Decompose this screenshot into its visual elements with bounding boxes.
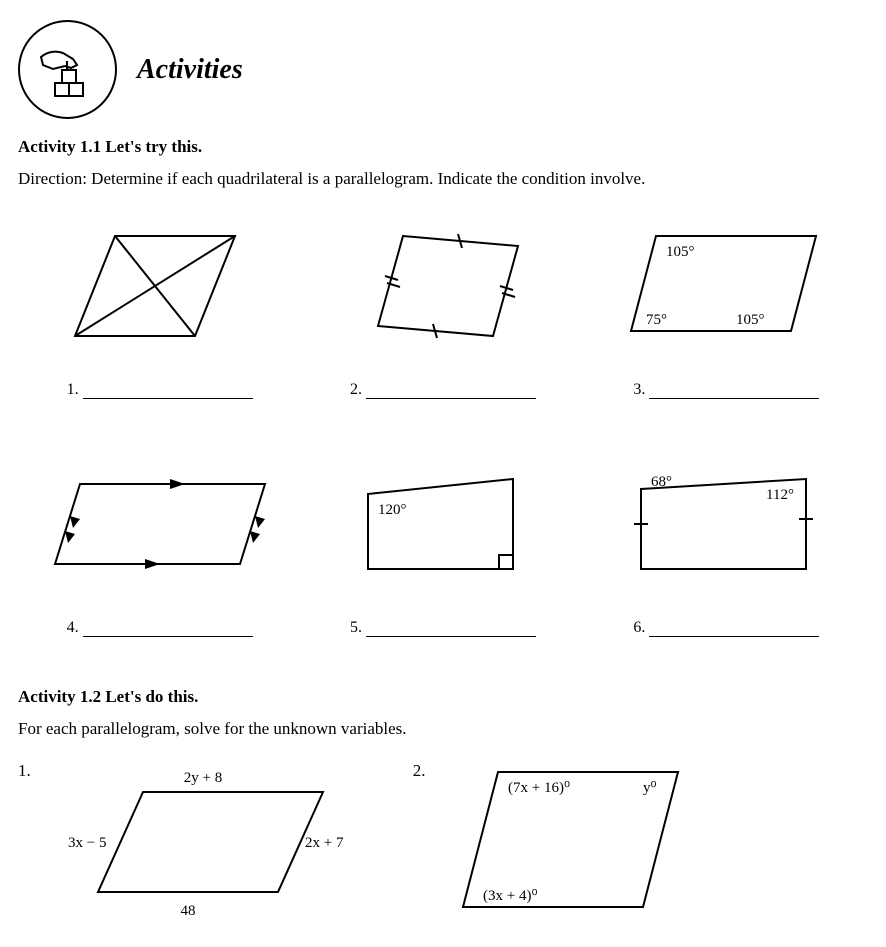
figure-3: 105° 75° 105° bbox=[616, 221, 836, 361]
p1-left-label: 3x − 5 bbox=[68, 835, 106, 851]
q3-number: 3. bbox=[633, 381, 645, 399]
figure-4 bbox=[40, 464, 280, 594]
activity-1-2-row: 1. 2y + 8 3x − 5 2x + 7 48 2. (7x + 16)⁰… bbox=[18, 757, 868, 927]
q3-blank[interactable] bbox=[649, 384, 819, 399]
q3-angle-tl: 105° bbox=[666, 244, 695, 260]
p2-tl-label: (7x + 16)⁰ bbox=[508, 780, 570, 796]
q5-number: 5. bbox=[350, 619, 362, 637]
q1-blank[interactable] bbox=[83, 384, 253, 399]
q6-angle-tr: 112° bbox=[766, 487, 794, 503]
p2-tr-label: y⁰ bbox=[643, 780, 657, 796]
question-1: 1. bbox=[40, 211, 280, 399]
p2-number: 2. bbox=[413, 757, 426, 781]
figure-row-2: 4. 120° 5. 68° 112° 6. bbox=[18, 449, 868, 637]
q4-number: 4. bbox=[67, 619, 79, 637]
p1-number: 1. bbox=[18, 757, 31, 781]
p1-right-label: 2x + 7 bbox=[305, 835, 344, 851]
activity-1-1-direction: Direction: Determine if each quadrilater… bbox=[18, 169, 868, 189]
problem-1-figure: 2y + 8 3x − 5 2x + 7 48 bbox=[43, 757, 353, 927]
question-4: 4. bbox=[40, 449, 280, 637]
problem-2: 2. (7x + 16)⁰ y⁰ (3x + 4)⁰ bbox=[413, 757, 718, 927]
q5-angle-tl: 120° bbox=[378, 502, 407, 518]
question-6: 68° 112° 6. bbox=[606, 449, 846, 637]
q3-angle-br: 105° bbox=[736, 312, 765, 328]
q6-number: 6. bbox=[633, 619, 645, 637]
p2-bl-label: (3x + 4)⁰ bbox=[483, 888, 537, 904]
question-5: 120° 5. bbox=[323, 449, 563, 637]
activity-1-2-title: Activity 1.2 Let's do this. bbox=[18, 687, 868, 707]
q6-blank[interactable] bbox=[649, 622, 819, 637]
page-header: Activities bbox=[18, 20, 868, 119]
problem-1: 1. 2y + 8 3x − 5 2x + 7 48 bbox=[18, 757, 353, 927]
activity-1-2-subtitle: For each parallelogram, solve for the un… bbox=[18, 719, 868, 739]
q1-number: 1. bbox=[67, 381, 79, 399]
q5-blank[interactable] bbox=[366, 622, 536, 637]
p1-bottom-label: 48 bbox=[180, 903, 195, 919]
question-2: 2. bbox=[323, 211, 563, 399]
q4-blank[interactable] bbox=[83, 622, 253, 637]
figure-1 bbox=[60, 221, 260, 361]
q2-number: 2. bbox=[350, 381, 362, 399]
page-title: Activities bbox=[137, 54, 243, 86]
figure-2 bbox=[343, 221, 543, 361]
figure-6: 68° 112° bbox=[616, 464, 836, 594]
activity-1-1-title: Activity 1.1 Let's try this. bbox=[18, 137, 868, 157]
p1-top-label: 2y + 8 bbox=[184, 770, 222, 786]
activities-icon bbox=[18, 20, 117, 119]
q2-blank[interactable] bbox=[366, 384, 536, 399]
figure-5: 120° bbox=[343, 464, 543, 594]
figure-row-1: 1. 2. 105° 75° 105° bbox=[18, 211, 868, 399]
problem-2-figure: (7x + 16)⁰ y⁰ (3x + 4)⁰ bbox=[438, 757, 718, 927]
q6-angle-tl: 68° bbox=[651, 474, 672, 490]
question-3: 105° 75° 105° 3. bbox=[606, 211, 846, 399]
q3-angle-bl: 75° bbox=[646, 312, 667, 328]
